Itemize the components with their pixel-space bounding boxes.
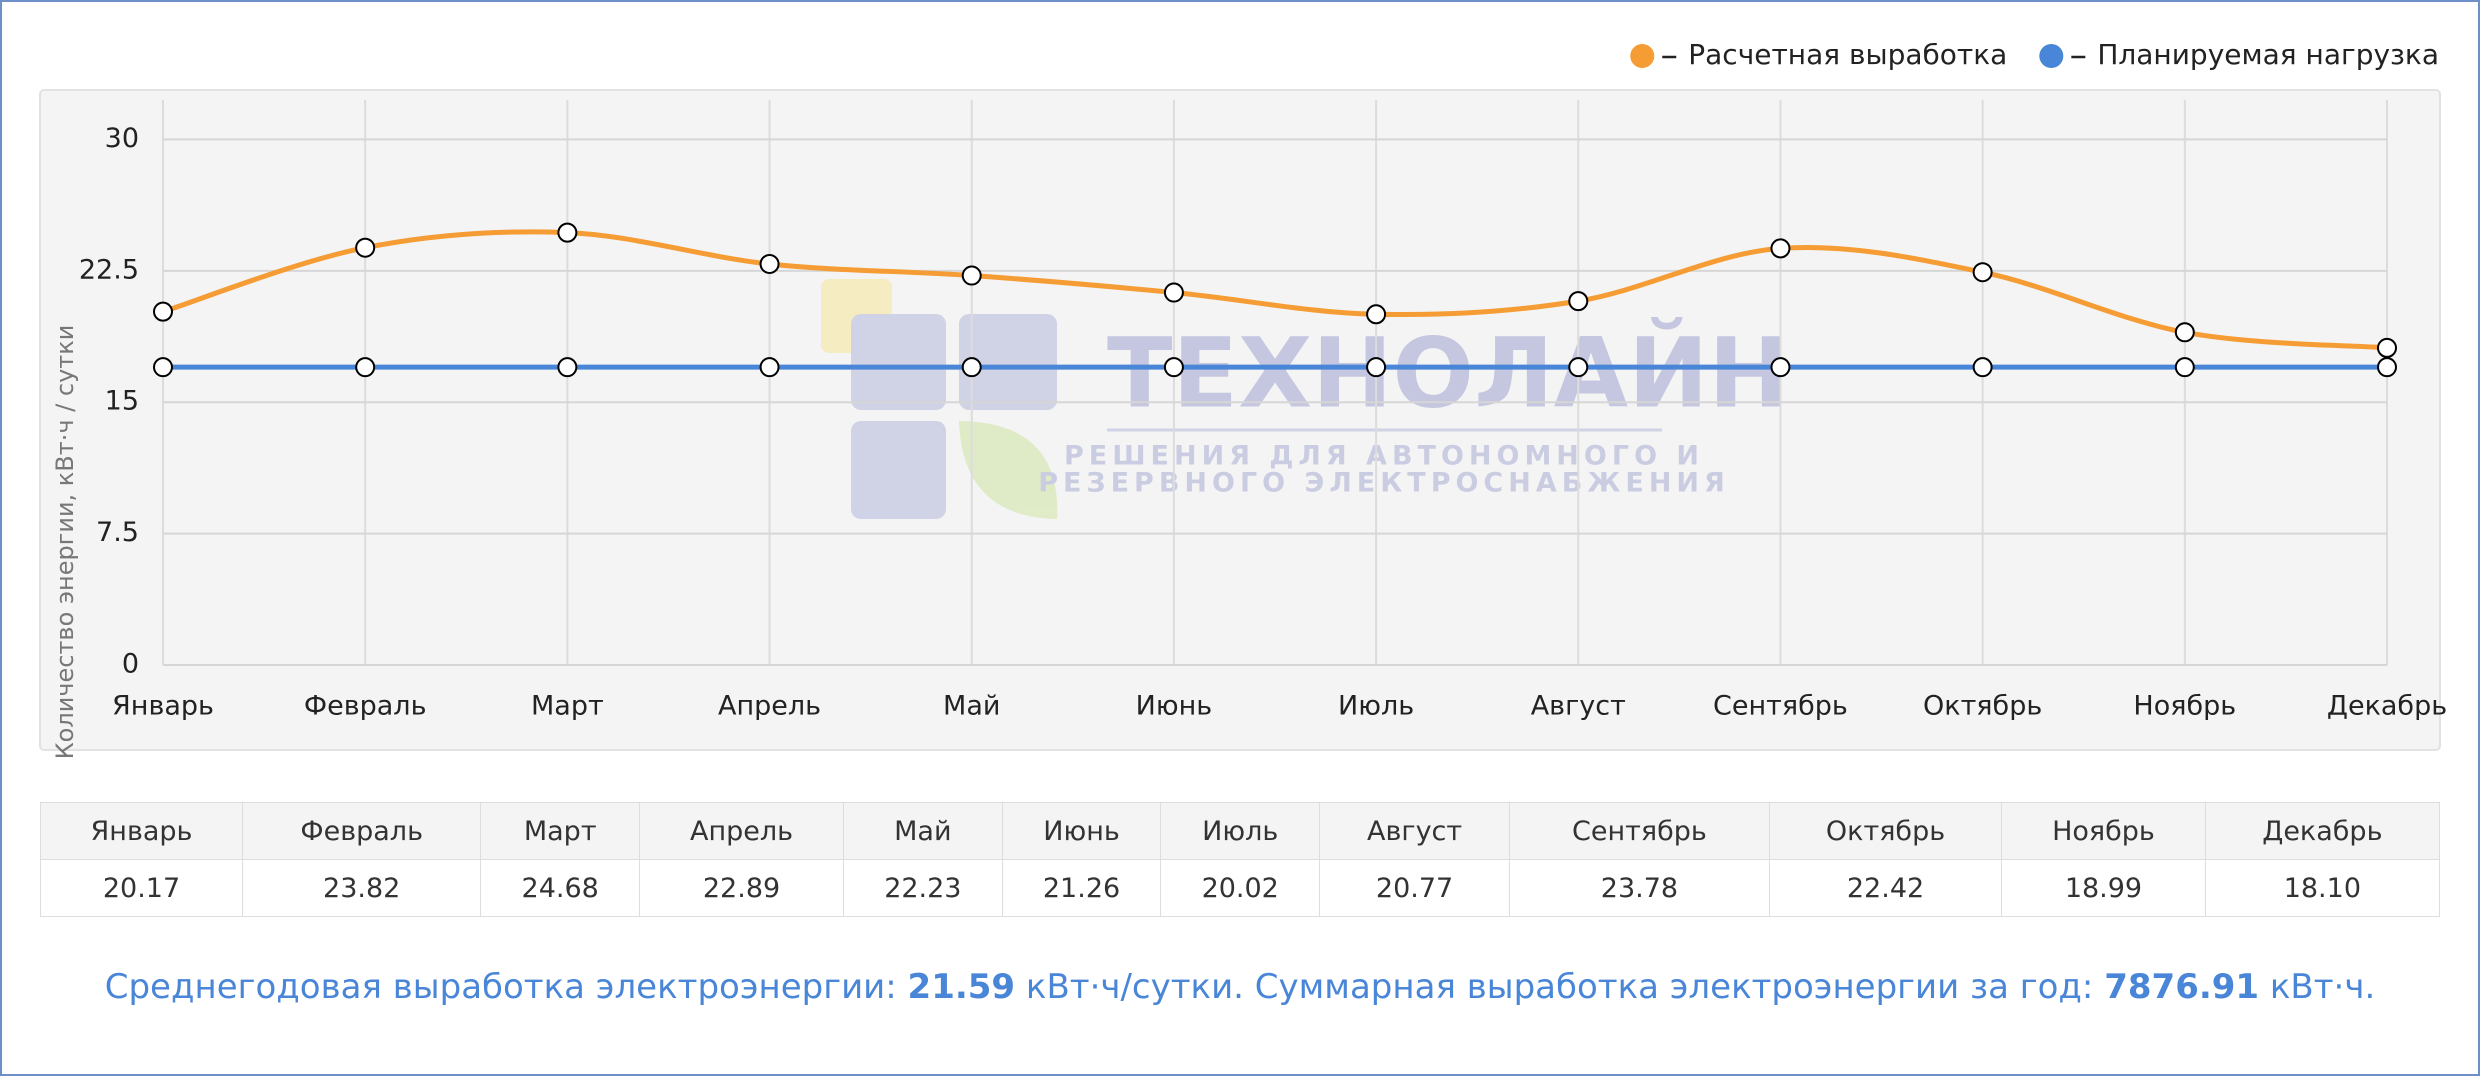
x-tick-label: Октябрь (1923, 691, 2042, 722)
watermark-tagline: РЕШЕНИЯ ДЛЯ АВТОНОМНОГО И (1064, 441, 1704, 472)
x-tick-label: Декабрь (2327, 691, 2447, 722)
table-value-cell: 18.99 (2001, 859, 2206, 917)
data-point (355, 237, 376, 258)
legend: Планируемая нагрузка Расчетная выработка (1630, 38, 2439, 71)
data-point (1972, 262, 1993, 283)
table-header-cell: Март (480, 802, 641, 860)
x-tick-label: Февраль (304, 691, 427, 722)
data-point (355, 357, 376, 378)
table-value-cell: 24.68 (480, 859, 641, 917)
table-header-cell: Январь (40, 802, 243, 860)
summary-value: 21.59 (907, 967, 1016, 1007)
data-point (2174, 357, 2195, 378)
series-line (162, 229, 2388, 351)
data-point (557, 357, 578, 378)
table-header-cell: Июнь (1001, 802, 1162, 860)
data-point (759, 253, 780, 274)
data-point (759, 357, 780, 378)
table-header-cell: Ноябрь (2001, 802, 2206, 860)
y-tick-label: 0 (122, 649, 139, 680)
data-point (1163, 357, 1184, 378)
summary-text: Среднегодовая выработка электроэнергии: (104, 967, 897, 1007)
data-point (557, 222, 578, 243)
data-point (153, 357, 173, 378)
chart-panel (39, 89, 2441, 751)
table-value-cell: 22.89 (639, 859, 844, 917)
y-tick-label: 15 (105, 386, 139, 417)
table-value-cell: 20.02 (1160, 859, 1321, 917)
data-point (1770, 238, 1791, 259)
legend-label: Расчетная выработка (1688, 38, 2007, 71)
legend-marker (1630, 44, 1655, 68)
table-value-cell: 20.77 (1319, 859, 1511, 917)
data-point (2377, 337, 2397, 358)
table-header-cell: Август (1319, 802, 1511, 860)
summary-text: Суммарная выработка электроэнергии за го… (1254, 967, 2094, 1007)
watermark: ТЕХНОЛАЙН РЕШЕНИЯ ДЛЯ АВТОНОМНОГО И РЕЗЕ… (821, 279, 1789, 519)
table-header-row: Январь Февраль Март Апрель Май Июнь Июль Август… (40, 802, 2441, 860)
summary-unit: кВт·ч/сутки. (1025, 967, 1244, 1007)
table-header-cell: Май (843, 802, 1003, 860)
data-point (1770, 357, 1791, 378)
table-value-cell: 22.23 (843, 859, 1003, 917)
data-point (1972, 357, 1993, 378)
table-value-row: 20.17 23.82 24.68 22.89 22.23 21.26 20.02 20.77… (40, 859, 2441, 917)
data-point (153, 301, 173, 322)
legend-marker (2039, 44, 2064, 68)
data-table: Январь Февраль Март Апрель Май Июнь Июль Август… (40, 802, 2441, 917)
table-value-cell: 18.10 (2204, 859, 2441, 917)
y-tick-label: 7.5 (96, 517, 139, 548)
x-tick-label: Август (1531, 691, 1626, 722)
table-value-cell: 23.78 (1509, 859, 1770, 917)
table-header-cell: Октябрь (1768, 802, 2003, 860)
x-tick-label: Март (531, 691, 604, 722)
data-point (1366, 304, 1387, 325)
watermark-tagline: РЕЗЕРВНОГО ЭЛЕКТРОСНАБЖЕНИЯ (1038, 468, 1730, 499)
table-header-cell: Июль (1160, 802, 1321, 860)
x-tick-label: Май (943, 691, 1000, 722)
table-value-cell: 23.82 (241, 859, 482, 917)
summary-value: 7876.91 (2104, 967, 2260, 1007)
summary: Среднегодовая выработка электроэнергии: … (2, 967, 2478, 1007)
table-header-cell: Февраль (241, 802, 482, 860)
logo-panel (959, 314, 1057, 410)
table-value-cell: 22.42 (1768, 859, 2003, 917)
data-point (2377, 357, 2397, 378)
x-tick-label: Январь (112, 691, 214, 722)
y-tick-label: 22.5 (79, 254, 139, 285)
data-point (961, 265, 982, 286)
data-point (1568, 291, 1589, 312)
table-header-cell: Апрель (639, 802, 844, 860)
data-point (961, 357, 982, 378)
watermark-brand: ТЕХНОЛАЙН (1107, 316, 1789, 429)
y-axis-title: Количество энергии, кВт·ч / сутки (51, 325, 79, 760)
table-value-cell: 20.17 (40, 859, 243, 917)
summary-unit: кВт·ч. (2269, 967, 2376, 1007)
chart: ТЕХНОЛАЙН РЕШЕНИЯ ДЛЯ АВТОНОМНОГО И РЕЗЕ… (39, 38, 2447, 760)
x-tick-label: Ноябрь (2133, 691, 2236, 722)
table-value-cell: 21.26 (1001, 859, 1162, 917)
data-point (1568, 357, 1589, 378)
logo-panel (851, 421, 946, 519)
logo-panel (851, 314, 946, 410)
data-point (2174, 322, 2195, 343)
table-header-cell: Сентябрь (1509, 802, 1770, 860)
data-point (1163, 282, 1184, 303)
x-tick-label: Сентябрь (1713, 691, 1848, 722)
x-tick-label: Июль (1338, 691, 1414, 722)
data-point (1366, 357, 1387, 378)
table-header-cell: Декабрь (2204, 802, 2441, 860)
y-tick-label: 30 (105, 123, 139, 154)
legend-label: Планируемая нагрузка (2097, 38, 2439, 71)
logo-leaf (959, 421, 1058, 519)
x-tick-label: Апрель (718, 691, 821, 722)
x-tick-label: Июнь (1136, 691, 1213, 722)
